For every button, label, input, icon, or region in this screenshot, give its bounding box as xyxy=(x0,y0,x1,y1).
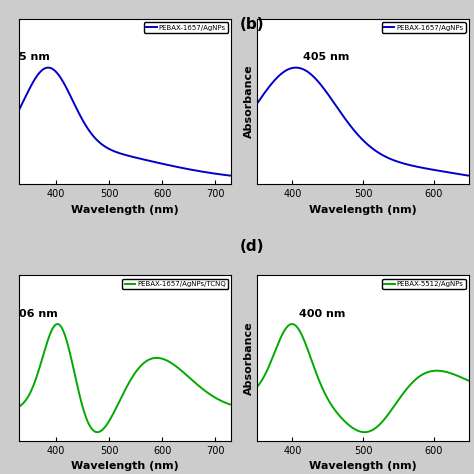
Text: 5 nm: 5 nm xyxy=(19,52,50,62)
X-axis label: Wavelength (nm): Wavelength (nm) xyxy=(71,205,179,215)
Legend: PEBAX-1657/AgNPs/TCNQ: PEBAX-1657/AgNPs/TCNQ xyxy=(122,279,228,289)
X-axis label: Wavelength (nm): Wavelength (nm) xyxy=(309,205,417,215)
Legend: PEBAX-5512/AgNPs: PEBAX-5512/AgNPs xyxy=(382,279,466,289)
Text: (b): (b) xyxy=(239,17,264,32)
Text: 405 nm: 405 nm xyxy=(303,52,349,62)
X-axis label: Wavelength (nm): Wavelength (nm) xyxy=(71,461,179,471)
Text: (d): (d) xyxy=(239,239,264,255)
Legend: PEBAX-1657/AgNPs: PEBAX-1657/AgNPs xyxy=(382,22,466,33)
X-axis label: Wavelength (nm): Wavelength (nm) xyxy=(309,461,417,471)
Text: 400 nm: 400 nm xyxy=(300,309,346,319)
Legend: PEBAX-1657/AgNPs: PEBAX-1657/AgNPs xyxy=(144,22,228,33)
Y-axis label: Absorbance: Absorbance xyxy=(244,65,254,138)
Y-axis label: Absorbance: Absorbance xyxy=(244,321,254,395)
Text: 06 nm: 06 nm xyxy=(19,309,58,319)
